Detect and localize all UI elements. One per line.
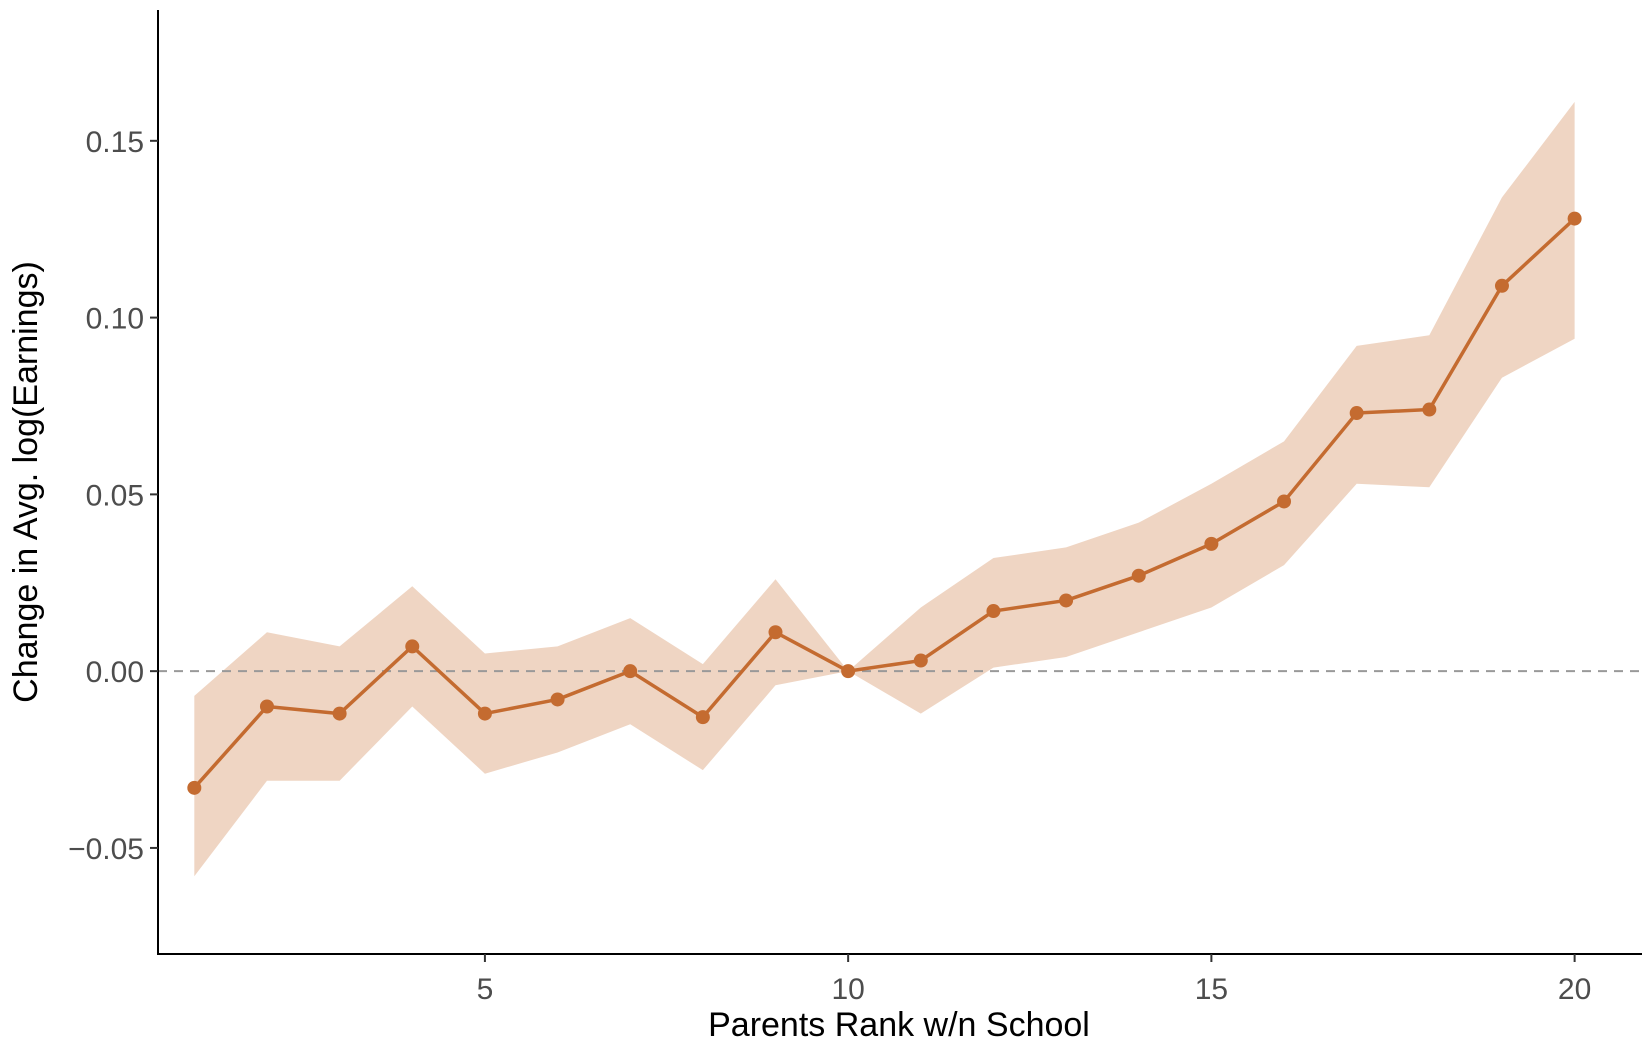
data-point bbox=[259, 699, 274, 714]
y-tick-label: 0.05 bbox=[86, 479, 144, 512]
plot-area bbox=[158, 101, 1640, 877]
y-tick-label: 0.15 bbox=[86, 126, 144, 159]
series-line bbox=[193, 217, 1576, 789]
x-tick-label: 10 bbox=[831, 973, 864, 1006]
confidence-band bbox=[194, 101, 1575, 877]
data-point bbox=[550, 692, 565, 707]
data-point bbox=[986, 604, 1001, 619]
x-axis-title: Parents Rank w/n School bbox=[708, 1006, 1090, 1044]
data-point bbox=[695, 710, 710, 725]
x-tick-label: 5 bbox=[477, 973, 494, 1006]
data-point bbox=[623, 664, 638, 679]
x-tick-label: 20 bbox=[1558, 973, 1591, 1006]
x-axis-ticks: 5 10 15 20 bbox=[477, 954, 1591, 1006]
data-point bbox=[913, 653, 928, 668]
y-axis-ticks: −0.05 0.00 0.05 0.10 0.15 bbox=[68, 126, 158, 866]
data-point bbox=[1494, 278, 1509, 293]
data-point bbox=[1131, 568, 1146, 583]
x-tick-label: 15 bbox=[1195, 973, 1228, 1006]
data-point bbox=[1349, 406, 1364, 421]
data-point bbox=[1422, 402, 1437, 417]
data-point bbox=[1567, 211, 1582, 226]
data-point bbox=[1277, 494, 1292, 509]
data-point bbox=[332, 706, 347, 721]
y-tick-label: 0.10 bbox=[86, 303, 144, 336]
data-point bbox=[1204, 536, 1219, 551]
y-tick-label: −0.05 bbox=[68, 833, 144, 866]
data-point bbox=[1059, 593, 1074, 608]
y-axis-title: Change in Avg. log(Earnings) bbox=[7, 261, 45, 703]
data-point bbox=[477, 706, 492, 721]
data-point bbox=[405, 639, 420, 654]
data-point bbox=[841, 664, 856, 679]
data-points bbox=[187, 211, 1582, 795]
data-point bbox=[187, 780, 202, 795]
y-tick-label: 0.00 bbox=[86, 656, 144, 689]
data-point bbox=[768, 625, 783, 640]
